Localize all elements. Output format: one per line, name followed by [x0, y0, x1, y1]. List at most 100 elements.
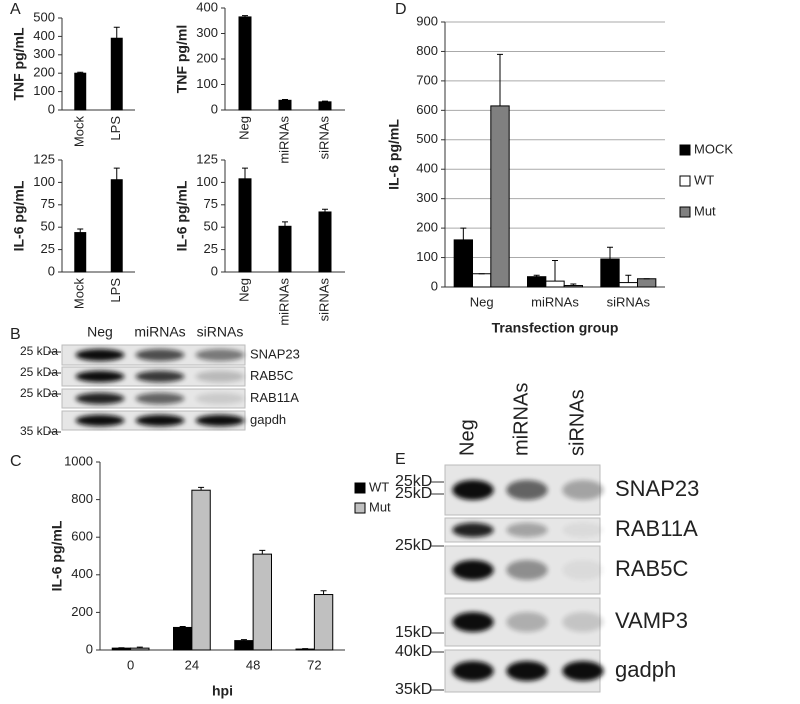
error-bar: [282, 221, 288, 227]
y-tick-label: 600: [71, 529, 93, 544]
band-label: RAB11A: [615, 516, 698, 541]
y-tick-label: 200: [33, 65, 55, 80]
y-tick-label: 125: [196, 151, 218, 166]
bar: [472, 273, 492, 288]
y-tick-label: 200: [416, 220, 438, 235]
error-bar: [77, 228, 84, 233]
blot-band: [75, 370, 125, 383]
blot-band: [562, 612, 604, 632]
lane-label: miRNAs: [510, 383, 532, 456]
y-tick-label: 800: [416, 43, 438, 58]
x-tick-label: Mock: [72, 116, 87, 148]
x-tick-label: 0: [127, 657, 134, 672]
x-tick-label: Neg: [236, 116, 251, 140]
band-label: RAB5C: [250, 368, 293, 383]
blot-band: [135, 349, 185, 361]
error-bar: [625, 274, 632, 283]
x-tick-label: Neg: [470, 294, 494, 309]
legend-label: WT: [694, 172, 714, 187]
error-bar: [179, 626, 186, 628]
marker-label: 25 kDa: [20, 386, 58, 400]
blot-band: [135, 392, 185, 405]
legend-label: Mut: [369, 499, 391, 514]
error-bar: [259, 549, 266, 555]
marker-label: 35kD: [395, 681, 432, 698]
bar: [618, 282, 639, 288]
marker-label: 25kD: [395, 485, 432, 502]
y-axis-label: TNF pg/ml: [174, 25, 190, 93]
x-tick-label: 72: [307, 657, 321, 672]
y-tick-label: 100: [416, 249, 438, 264]
bar: [545, 280, 565, 288]
bar: [110, 37, 123, 111]
blot-band: [452, 522, 494, 538]
blot-band: [562, 522, 604, 538]
lane-label: siRNAs: [197, 324, 244, 340]
legend-label: Mut: [694, 203, 716, 218]
bar: [527, 276, 547, 288]
y-tick-label: 300: [416, 190, 438, 205]
blot-band: [506, 522, 548, 538]
y-tick-label: 300: [33, 46, 55, 61]
legend-swatch: [354, 482, 366, 494]
blot-band: [195, 370, 245, 383]
y-tick-label: 400: [71, 566, 93, 581]
panel-label: C: [10, 453, 22, 470]
bar: [238, 178, 252, 273]
x-tick-label: siRNAs: [607, 294, 651, 309]
y-tick-label: 900: [416, 13, 438, 28]
y-tick-label: 100: [33, 83, 55, 98]
x-tick-label: miRNAs: [531, 294, 579, 309]
y-tick-label: 0: [211, 101, 218, 116]
panel-label: D: [395, 1, 407, 18]
y-axis-label: IL-6 pg/mL: [11, 180, 27, 251]
y-tick-label: 100: [196, 174, 218, 189]
y-tick-label: 700: [416, 72, 438, 87]
error-bar: [320, 590, 327, 595]
legend-swatch: [679, 206, 691, 218]
bar: [318, 101, 332, 111]
blot-band: [452, 612, 494, 632]
error-bar: [607, 246, 613, 260]
blot-band: [506, 661, 548, 681]
band-label: gadph: [615, 657, 676, 682]
blot-band: [452, 560, 494, 580]
y-axis-label: TNF pg/mL: [11, 27, 27, 101]
bar: [563, 285, 584, 288]
bar: [111, 647, 132, 651]
legend-label: MOCK: [694, 141, 733, 156]
bar: [490, 105, 510, 288]
y-tick-label: 1000: [64, 453, 93, 468]
panel-label: E: [395, 451, 406, 468]
marker-label: 25 kDa: [20, 344, 58, 358]
error-bar: [322, 100, 328, 102]
lane-label: siRNAs: [566, 389, 588, 456]
band-label: VAMP3: [615, 608, 688, 633]
blot-band: [506, 480, 548, 500]
marker-label: 15kD: [395, 624, 432, 641]
bar: [234, 640, 254, 651]
y-tick-label: 125: [33, 151, 55, 166]
y-tick-label: 200: [196, 50, 218, 65]
y-tick-label: 500: [33, 9, 55, 24]
x-tick-label: LPS: [108, 278, 123, 303]
lane-label: miRNAs: [134, 324, 185, 340]
bar: [74, 232, 87, 273]
blot-band: [195, 349, 245, 361]
bar: [318, 211, 332, 273]
error-bar: [570, 283, 577, 286]
y-tick-label: 0: [211, 263, 218, 278]
bar: [278, 99, 292, 111]
legend-swatch: [679, 144, 691, 156]
y-tick-label: 0: [86, 641, 93, 656]
error-bar: [497, 53, 503, 106]
marker-label: 40kD: [395, 643, 432, 660]
error-bar: [77, 71, 84, 74]
y-tick-label: 0: [48, 101, 55, 116]
x-tick-label: miRNAs: [276, 116, 291, 164]
blot-band: [135, 370, 185, 383]
error-bar: [533, 274, 540, 277]
bar: [173, 626, 193, 651]
blot-band: [452, 480, 494, 500]
